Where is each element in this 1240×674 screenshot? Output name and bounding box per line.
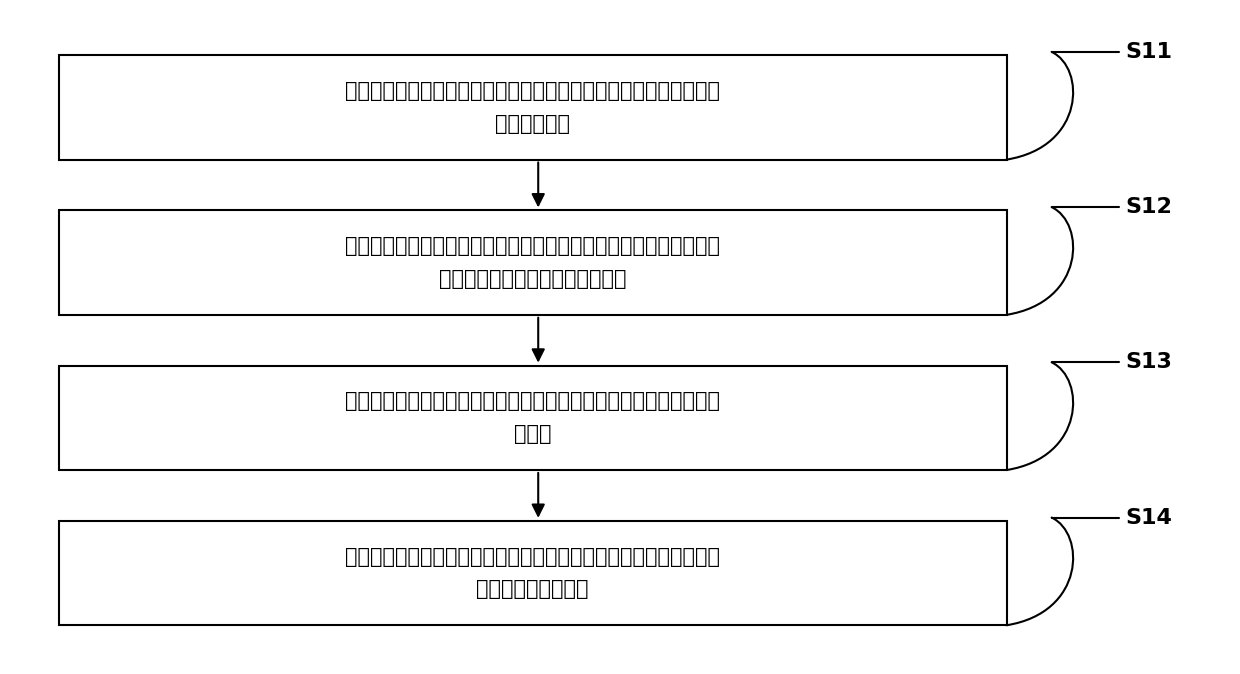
Text: S12: S12 [1125, 197, 1172, 217]
Text: S11: S11 [1125, 42, 1172, 62]
Text: 确定当前配置的第一接口标识与上次分裂检测采用的接口的第二接口
标识是否相同: 确定当前配置的第一接口标识与上次分裂检测采用的接口的第二接口 标识是否相同 [345, 81, 720, 133]
Text: 若确定能够配置第一接口为分裂检测接口，则采用第一接口和分裂检
测报文进行分裂检测: 若确定能够配置第一接口为分裂检测接口，则采用第一接口和分裂检 测报文进行分裂检测 [345, 547, 720, 599]
Bar [58, 55, 1007, 160]
Bar [58, 365, 1007, 470]
Text: 根据第一接口是否挂载处理函数确定是否能够配置第一接口为分裂检
测接口: 根据第一接口是否挂载处理函数确定是否能够配置第一接口为分裂检 测接口 [345, 392, 720, 444]
Bar [58, 521, 1007, 625]
Text: 若确定第一接口标识与第二接口标识不同，则使能第一接口标识对应
的第一接口，初始化分裂检测报文: 若确定第一接口标识与第二接口标识不同，则使能第一接口标识对应 的第一接口，初始化… [345, 236, 720, 289]
Text: S13: S13 [1125, 353, 1172, 372]
Text: S14: S14 [1125, 508, 1172, 528]
Bar [58, 210, 1007, 315]
